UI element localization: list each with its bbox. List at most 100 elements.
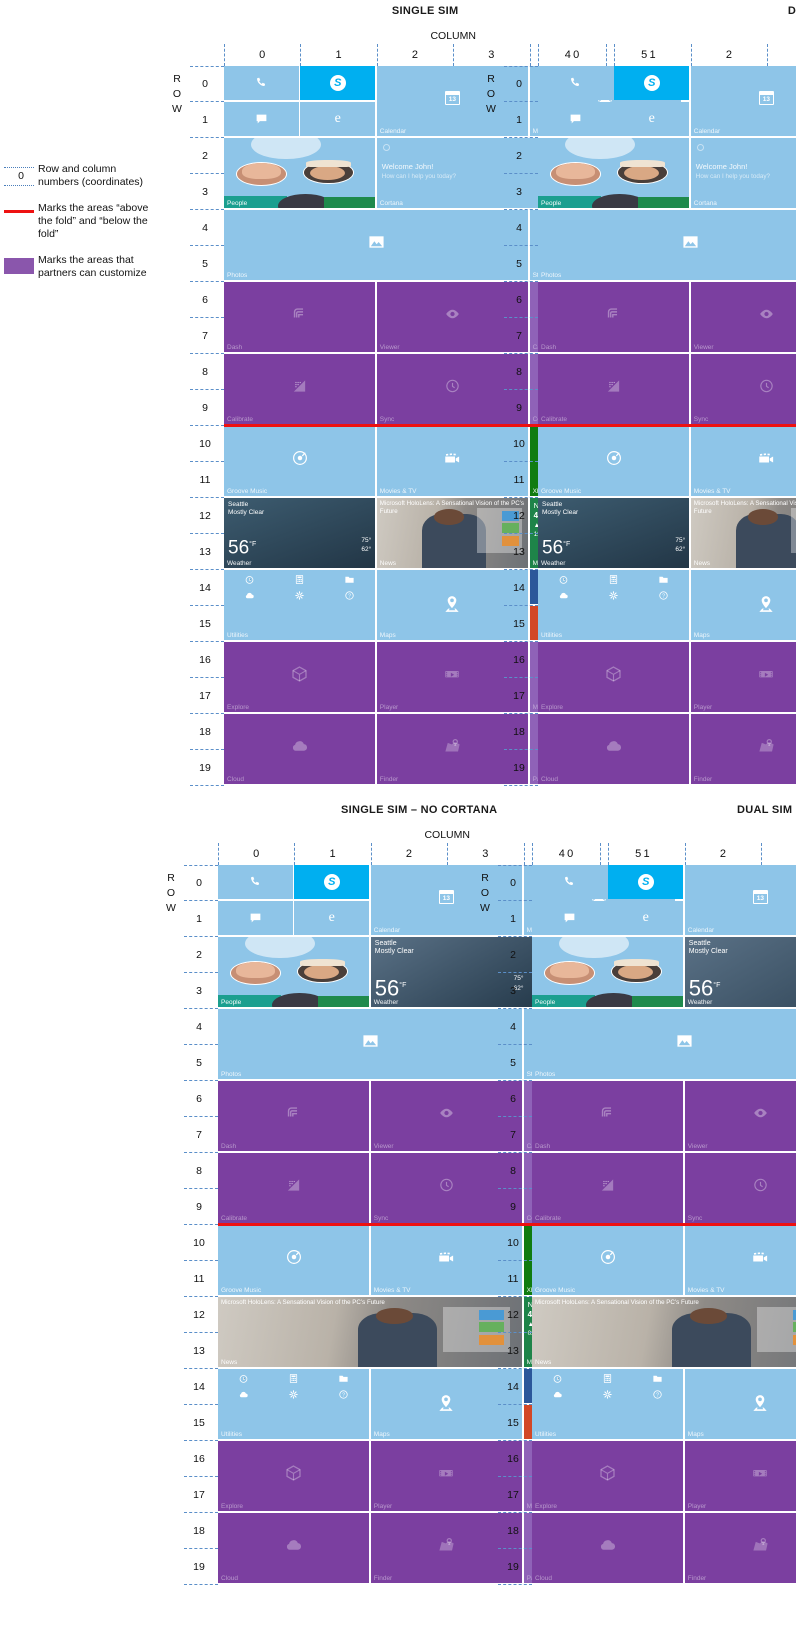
row-number: 8 [180,1153,218,1189]
tile-sync[interactable]: Sync [690,354,796,425]
weather-city: Seattle [374,940,397,947]
tile-maps[interactable]: Maps [370,1369,522,1440]
tile-calibrate[interactable]: Calibrate [218,1153,370,1224]
tile-cloud[interactable]: Cloud [532,1513,684,1584]
tile-skype[interactable]: S [608,865,684,900]
tile-skype[interactable]: S [294,865,370,900]
tile-people[interactable]: People [532,937,684,1008]
tile-explore[interactable]: Explore [218,1441,370,1512]
tile-viewer[interactable]: Viewer [684,1081,796,1152]
tile-player[interactable]: Player [370,1441,522,1512]
tile-calibrate[interactable]: Calibrate [224,354,376,425]
tile-calendar[interactable]: 13 Calendar [370,865,522,936]
tile-sync[interactable]: Sync [684,1153,796,1224]
tile-cloud[interactable]: Cloud [538,714,690,785]
tile-phone[interactable] [218,865,293,900]
tile-news[interactable]: Microsoft HoloLens: A Sensational Vision… [690,498,796,569]
tile-player[interactable]: Player [376,642,528,713]
tile-movies-tv[interactable]: Movies & TV [376,426,528,497]
tile-photos[interactable]: Photos [224,210,528,281]
tile-utilities[interactable]: ? Utilities [218,1369,370,1440]
tile-utilities[interactable]: ? Utilities [538,570,690,641]
groove-music-icon [224,449,375,467]
tile-groove-music[interactable]: Groove Music [224,426,376,497]
tile-people[interactable]: People [218,937,370,1008]
tile-phone[interactable] [538,66,613,101]
tile-explore[interactable]: Explore [538,642,690,713]
tile-sync[interactable]: Sync [370,1153,522,1224]
tile-finder[interactable]: Finder [684,1513,796,1584]
tile-maps[interactable]: Maps [376,570,528,641]
tile-cloud[interactable]: Cloud [224,714,376,785]
tile-messaging[interactable] [224,102,299,137]
tile-messaging[interactable] [218,901,293,936]
tile-edge[interactable]: e [614,102,690,137]
tile-groove-music[interactable]: Groove Music [218,1225,370,1296]
tile-finder[interactable]: Finder [690,714,796,785]
tile-phone[interactable] [224,66,299,101]
tile-utilities[interactable]: ? Utilities [532,1369,684,1440]
tile-calendar[interactable]: 13 Calendar [376,66,528,137]
tile-people[interactable]: People [538,138,690,209]
row-number: 5 [500,246,538,282]
tile-photos[interactable]: Photos [538,210,796,281]
tile-viewer[interactable]: Viewer [376,282,528,353]
tile-weather[interactable]: Seattle Mostly Clear 56°F 75° 62° Weather [224,498,376,569]
tile-groove-music[interactable]: Groove Music [532,1225,684,1296]
tile-label: Weather [373,999,399,1007]
tile-sync[interactable]: Sync [376,354,528,425]
tile-movies-tv[interactable]: Movies & TV [370,1225,522,1296]
tile-label: People [221,999,242,1007]
tile-dash[interactable]: Dash [538,282,690,353]
row-number: 1 [500,102,538,138]
news-photo [690,498,796,569]
tile-cortana[interactable]: Welcome John! How can I help you today? Co… [690,138,796,209]
cloud-icon [552,1389,563,1400]
tile-finder[interactable]: Finder [370,1513,522,1584]
row-number: 16 [186,642,224,678]
tile-edge[interactable]: e [294,901,370,936]
tile-photos[interactable]: Photos [532,1009,796,1080]
row-axis-letter: R [487,73,495,85]
tile-photos[interactable]: Photos [218,1009,522,1080]
finder-icon [685,1535,796,1554]
tile-explore[interactable]: Explore [532,1441,684,1512]
tile-messaging[interactable] [532,901,607,936]
tile-maps[interactable]: Maps [690,570,796,641]
tile-explore[interactable]: Explore [224,642,376,713]
tile-skype[interactable]: S [300,66,376,101]
tile-cloud[interactable]: Cloud [218,1513,370,1584]
tile-calibrate[interactable]: Calibrate [532,1153,684,1224]
tile-messaging[interactable] [538,102,613,137]
phone-icon [532,875,607,889]
tile-news[interactable]: Microsoft HoloLens: A Sensational Vision… [532,1297,796,1368]
tile-dash[interactable]: Dash [224,282,376,353]
tile-player[interactable]: Player [684,1441,796,1512]
row-number: 12 [180,1297,218,1333]
tile-skype[interactable]: S [614,66,690,101]
tile-groove-music[interactable]: Groove Music [538,426,690,497]
tile-movies-tv[interactable]: Movies & TV [690,426,796,497]
tile-news[interactable]: Microsoft HoloLens: A Sensational Vision… [376,498,528,569]
tile-dash[interactable]: Dash [532,1081,684,1152]
tile-viewer[interactable]: Viewer [690,282,796,353]
tile-weather[interactable]: Seattle Mostly Clear 56°F 75° 62° Weather [538,498,690,569]
tile-calendar[interactable]: 13 Calendar [684,865,796,936]
tile-edge[interactable]: e [608,901,684,936]
tile-label: Calendar [693,128,721,136]
row-axis-letter: O [166,887,176,899]
tile-maps[interactable]: Maps [684,1369,796,1440]
tile-news[interactable]: Microsoft HoloLens: A Sensational Vision… [218,1297,522,1368]
tile-calendar[interactable]: 13 Calendar [690,66,796,137]
tile-movies-tv[interactable]: Movies & TV [684,1225,796,1296]
tile-phone[interactable] [532,865,607,900]
tile-player[interactable]: Player [690,642,796,713]
tile-edge[interactable]: e [300,102,376,137]
tile-viewer[interactable]: Viewer [370,1081,522,1152]
tile-dash[interactable]: Dash [218,1081,370,1152]
tile-people[interactable]: People [224,138,376,209]
tile-utilities[interactable]: ? Utilities [224,570,376,641]
tile-calibrate[interactable]: Calibrate [538,354,690,425]
tile-finder[interactable]: Finder [376,714,528,785]
